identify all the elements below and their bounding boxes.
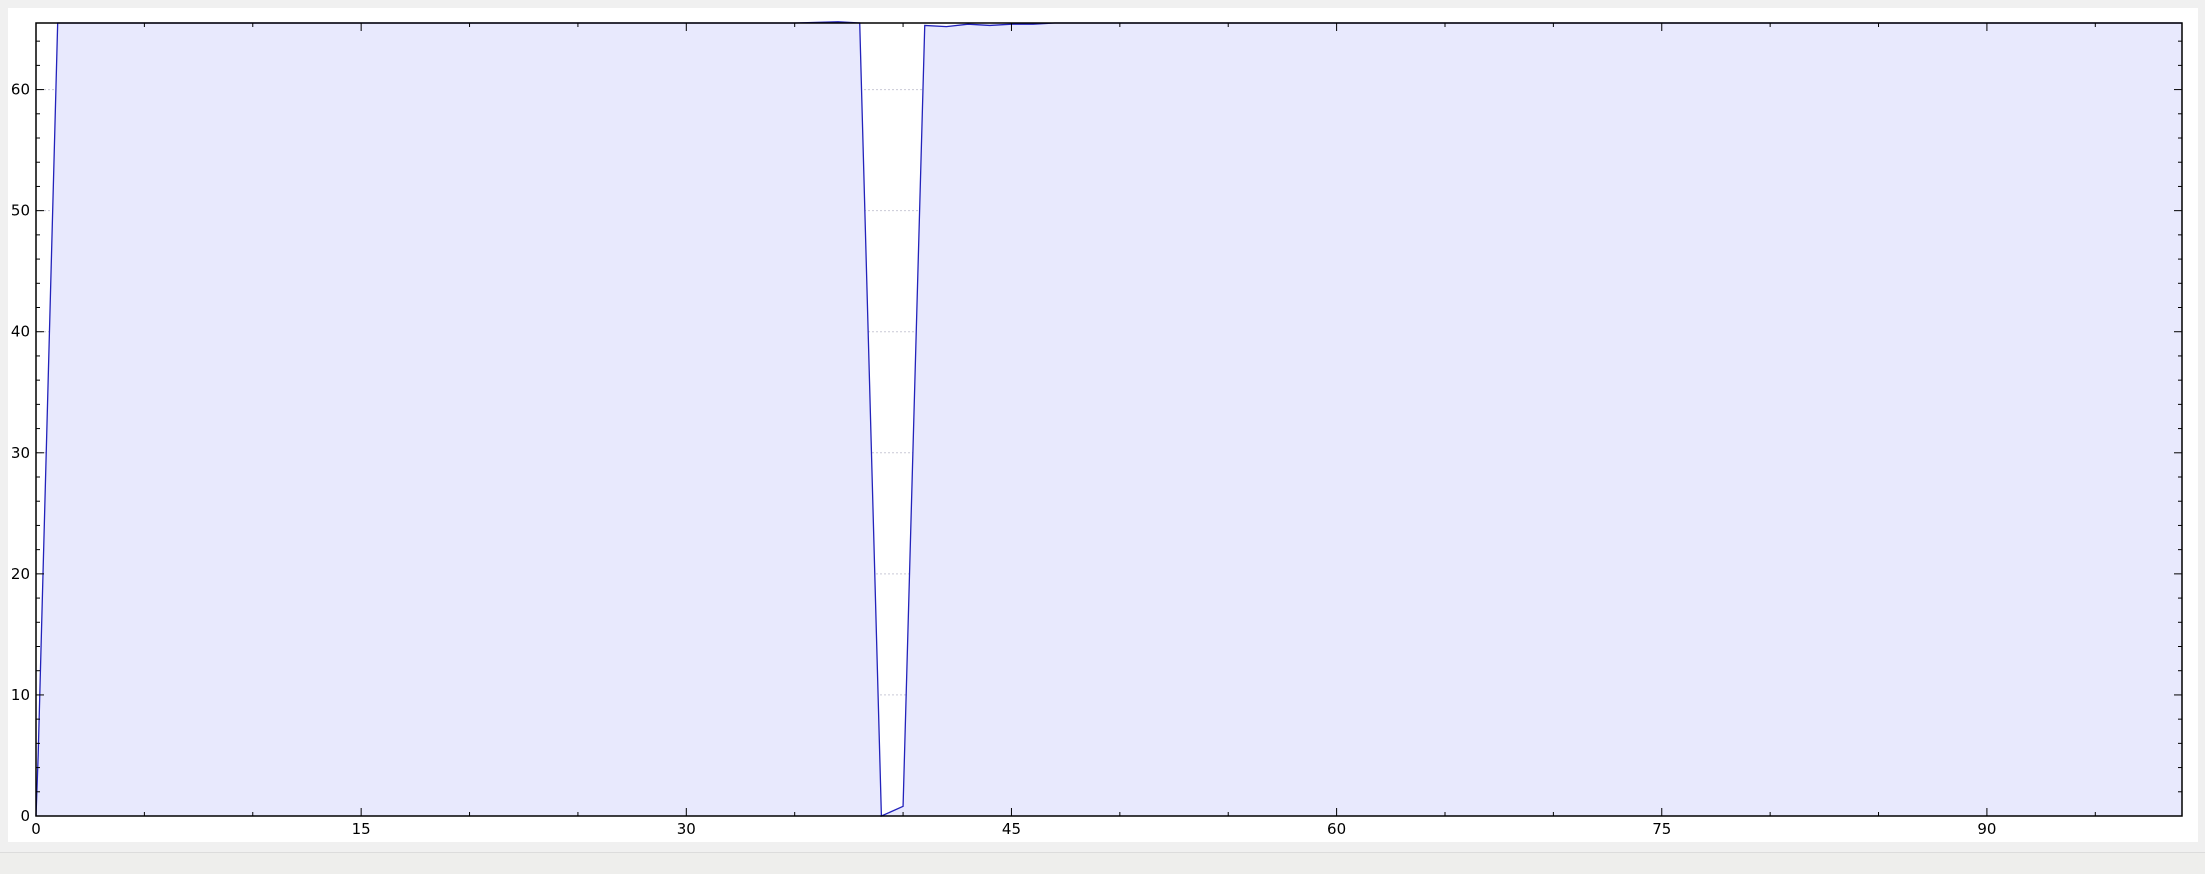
area-layer	[35, 21, 2182, 817]
x-tick-label: 60	[1327, 820, 1346, 838]
bottom-strip	[0, 852, 2205, 874]
x-tick-label: 15	[352, 820, 371, 838]
x-tick-label: 90	[1977, 820, 1996, 838]
y-tick-label: 40	[11, 323, 30, 341]
x-tick-label: 0	[31, 820, 41, 838]
x-tick-label: 75	[1652, 820, 1671, 838]
area-fill	[36, 21, 2182, 817]
y-tick-label: 60	[11, 81, 30, 99]
y-tick-label: 0	[20, 807, 30, 825]
axis-layer	[35, 22, 2183, 817]
y-tick-label: 30	[11, 444, 30, 462]
y-tick-label: 10	[11, 686, 30, 704]
y-tick-label: 50	[11, 202, 30, 220]
x-tick-label: 45	[1002, 820, 1021, 838]
area-chart: 0 15 30 45 60 75 90 0 10 20 30 40 50 60	[11, 21, 2183, 838]
x-tick-label: 30	[677, 820, 696, 838]
chart-panel: 0 15 30 45 60 75 90 0 10 20 30 40 50 60	[8, 8, 2198, 842]
y-tick-label: 20	[11, 565, 30, 583]
plot-frame	[35, 22, 2183, 817]
tick-layer: 0 15 30 45 60 75 90 0 10 20 30 40 50 60	[11, 23, 2182, 838]
